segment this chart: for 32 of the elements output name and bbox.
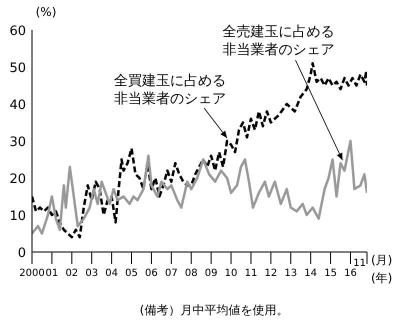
x-tick-label: 14 bbox=[304, 268, 318, 279]
x-tick-label: 13 bbox=[284, 268, 298, 279]
x-tick-label: 08 bbox=[184, 268, 198, 279]
x-tick-label: 10 bbox=[224, 268, 238, 279]
y-tick-label: 10 bbox=[9, 209, 26, 224]
x-tick-label: 02 bbox=[65, 268, 78, 279]
x-tick-label: 04 bbox=[105, 268, 118, 279]
x-tick-label: 05 bbox=[125, 268, 138, 279]
annotation: 全売建玉に占める非当業者のシェア bbox=[222, 24, 335, 58]
x-tick-label: 16 bbox=[344, 268, 357, 279]
x-tick-label: 11 bbox=[244, 268, 258, 279]
y-tick-label: 50 bbox=[9, 61, 26, 76]
line-series bbox=[32, 140, 367, 235]
y-tick-label: 40 bbox=[9, 98, 26, 113]
x-tick-label: 12 bbox=[264, 268, 278, 279]
text: (備考）月中平均値を使用。 bbox=[140, 303, 288, 317]
text: (月) bbox=[371, 253, 392, 267]
x-tick-label: 03 bbox=[85, 268, 98, 279]
text: 11 bbox=[353, 258, 366, 269]
x-tick-label: 09 bbox=[204, 268, 218, 279]
x-tick-label: 15 bbox=[324, 268, 337, 279]
y-tick-label: 20 bbox=[9, 172, 26, 187]
y-tick-label: 30 bbox=[9, 135, 26, 150]
x-tick-label: 07 bbox=[164, 268, 178, 279]
y-axis-title: (%) bbox=[36, 5, 56, 19]
x-axis-title: (年) bbox=[371, 271, 392, 285]
x-tick-label: 01 bbox=[46, 268, 58, 279]
x-tick-label: 06 bbox=[145, 268, 158, 279]
annotation: 全買建玉に占める非当業者のシェア bbox=[114, 73, 226, 107]
x-tick-label: 2000 bbox=[19, 268, 45, 279]
y-tick-label: 60 bbox=[9, 24, 26, 39]
y-tick-label: 0 bbox=[18, 246, 26, 261]
